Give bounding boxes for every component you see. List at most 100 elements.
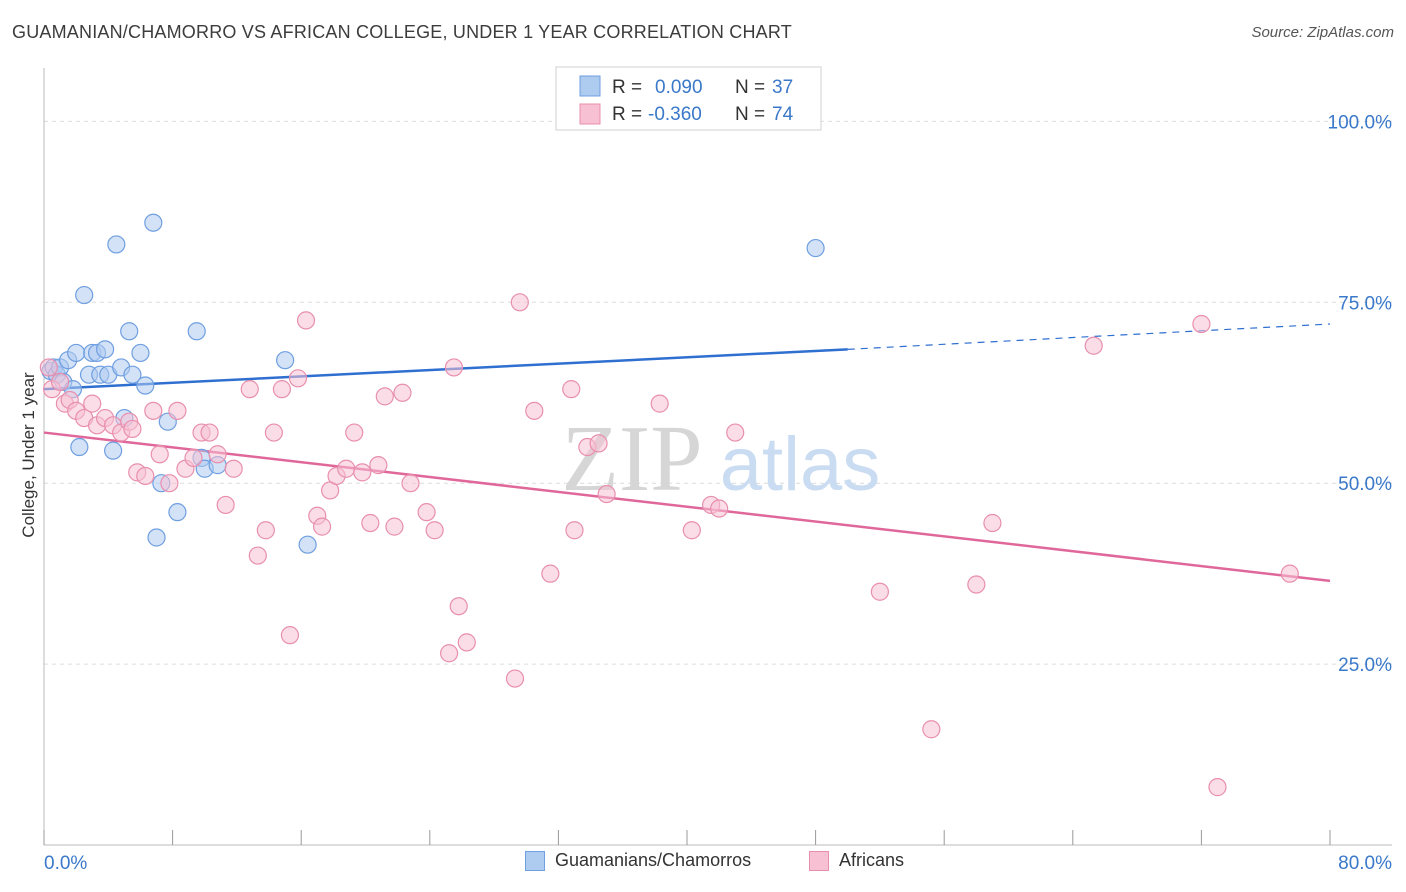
point-guamanian (107, 235, 126, 254)
point-african (562, 380, 581, 399)
point-guamanian (75, 285, 94, 305)
point-african (123, 419, 142, 439)
point-african (439, 644, 459, 663)
trend-line-guamanians-extension (847, 323, 1331, 350)
point-african (288, 369, 308, 388)
gridlines (44, 120, 1392, 665)
point-african (417, 503, 436, 522)
y-axis-label: College, Under 1 year (19, 372, 38, 538)
point-african (597, 484, 616, 504)
point-african (1084, 336, 1103, 355)
source-label: Source: ZipAtlas.com (1251, 24, 1394, 41)
correlation-legend: R = 0.090 N = 37 R = -0.360 N = 74 (555, 66, 822, 131)
point-african (184, 448, 203, 467)
legend-swatch-blue (579, 75, 601, 97)
axes (43, 68, 1392, 846)
point-guamanian (136, 376, 155, 395)
point-african (39, 358, 58, 377)
point-african (589, 434, 608, 453)
chart-title: GUAMANIAN/CHAMORRO VS AFRICAN COLLEGE, U… (12, 22, 792, 42)
point-african (1192, 314, 1211, 334)
point-african (361, 513, 380, 533)
legend-n-label: N = (735, 104, 765, 125)
point-african (457, 633, 476, 652)
point-african (922, 720, 941, 739)
point-african (505, 669, 525, 688)
data-points (39, 213, 1299, 797)
point-african (50, 372, 70, 392)
point-african (1208, 778, 1227, 797)
point-guamanian (120, 322, 139, 341)
y-tick-label: 75.0% (1338, 293, 1392, 314)
point-african (353, 463, 372, 482)
point-african (541, 564, 560, 583)
point-african (256, 521, 275, 540)
point-african (444, 358, 464, 377)
point-african (200, 423, 219, 442)
watermark-zip: ZIP (562, 407, 703, 511)
point-guamanian (187, 322, 206, 341)
point-african (369, 456, 388, 475)
legend-n-value: 74 (772, 104, 794, 125)
point-african (337, 459, 356, 478)
point-guamanian (123, 365, 142, 384)
point-african (401, 474, 420, 493)
trend-line-africans (43, 431, 1331, 583)
series-legend: Guamanians/Chamorros Africans (0, 850, 1406, 878)
point-african (510, 293, 529, 312)
point-guamanian (276, 351, 295, 370)
point-african (216, 495, 235, 515)
point-guamanian (168, 503, 187, 522)
point-african (83, 394, 102, 413)
point-guamanian (95, 340, 115, 359)
point-african (345, 423, 364, 442)
point-african (280, 626, 300, 645)
legend-item-africans: Africans (809, 850, 904, 871)
point-african (710, 499, 729, 518)
point-african (870, 582, 890, 601)
legend-label: Africans (839, 850, 905, 870)
legend-item-guamanians: Guamanians/Chamorros (525, 850, 751, 871)
point-guamanian (147, 528, 166, 547)
legend-swatch-blue (525, 850, 545, 871)
point-african (150, 445, 169, 464)
watermark-atlas: atlas (720, 422, 881, 507)
point-african (168, 401, 187, 420)
point-guamanian (70, 437, 89, 457)
point-african (1280, 564, 1299, 583)
point-african (449, 597, 468, 616)
legend-r-label: R = (612, 77, 642, 98)
point-african (682, 521, 701, 540)
point-african (312, 517, 332, 536)
point-african (726, 423, 745, 442)
point-african (565, 521, 584, 540)
point-african (136, 466, 155, 486)
point-african (296, 311, 316, 330)
legend-n-value: 37 (772, 77, 793, 98)
legend-swatch-pink (579, 103, 601, 125)
legend-label: Guamanians/Chamorros (555, 850, 752, 870)
point-african (967, 575, 986, 594)
point-african (385, 517, 404, 536)
y-tick-label: 100.0% (1328, 112, 1393, 133)
point-african (983, 513, 1002, 533)
point-african (160, 474, 179, 493)
x-tick-label: 0.0% (44, 853, 87, 874)
watermark: ZIP atlas (562, 407, 881, 511)
point-african (650, 394, 669, 413)
point-african (208, 445, 227, 464)
y-tick-label: 25.0% (1338, 655, 1392, 676)
x-tick-labels: 0.0% 80.0% (44, 853, 1392, 874)
legend-r-value: -0.360 (648, 104, 702, 125)
point-guamanian (298, 535, 317, 554)
point-african (393, 383, 412, 402)
y-tick-labels: 25.0% 50.0% 75.0% 100.0% (1328, 112, 1393, 676)
point-african (375, 387, 394, 406)
point-guamanian (67, 343, 86, 363)
point-african (240, 380, 259, 399)
point-african (248, 546, 267, 565)
point-african (224, 459, 243, 478)
point-african (144, 401, 163, 420)
y-tick-label: 50.0% (1338, 474, 1392, 495)
point-guamanian (131, 343, 150, 363)
